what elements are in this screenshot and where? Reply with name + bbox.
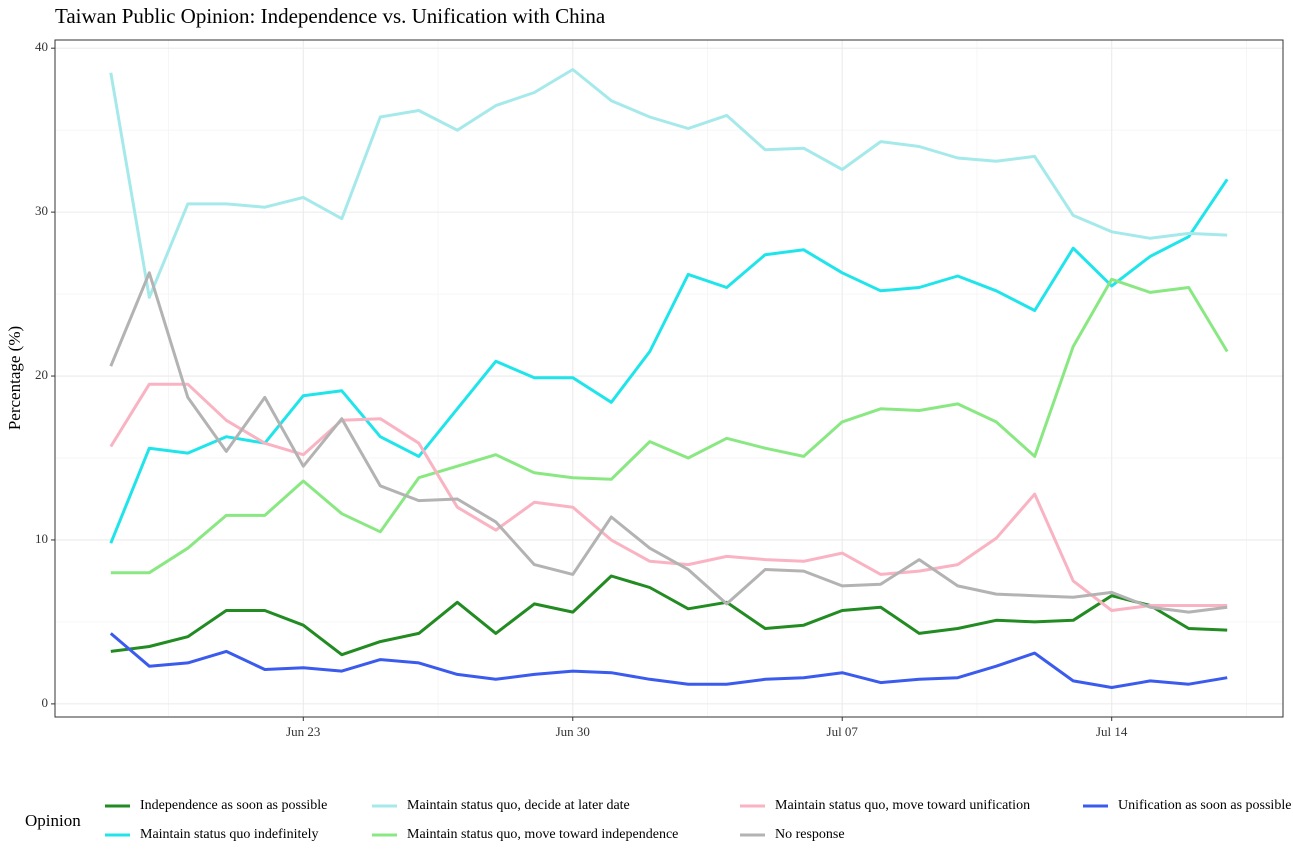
legend-title: Opinion [25, 811, 81, 830]
x-tick-label: Jul 14 [1096, 724, 1128, 739]
legend-label: Maintain status quo indefinitely [140, 827, 318, 842]
legend-label: No response [775, 827, 845, 842]
x-tick-label: Jun 30 [556, 724, 590, 739]
legend-label: Maintain status quo, move toward indepen… [407, 827, 678, 842]
x-tick-label: Jun 23 [286, 724, 320, 739]
y-axis-title: Percentage (%) [5, 326, 24, 430]
series-line [109, 178, 1229, 544]
y-tick-label: 20 [35, 367, 48, 382]
legend-label: Independence as soon as possible [140, 798, 327, 813]
legend-label: Unification as soon as possible [1118, 798, 1291, 813]
y-tick-label: 0 [42, 695, 49, 710]
legend-label: Maintain status quo, move toward unifica… [775, 798, 1030, 813]
series-line [110, 574, 1228, 657]
y-tick-label: 10 [35, 531, 48, 546]
x-tick-label: Jul 07 [827, 724, 859, 739]
legend-label: Maintain status quo, decide at later dat… [407, 798, 630, 813]
series-line [109, 632, 1228, 689]
series-line [110, 277, 1229, 575]
y-tick-label: 30 [35, 203, 48, 218]
series-line [109, 382, 1228, 612]
series-line [109, 68, 1228, 299]
series-line [109, 271, 1228, 614]
y-tick-label: 40 [35, 39, 48, 54]
chart-title: Taiwan Public Opinion: Independence vs. … [55, 4, 606, 28]
plot-frame [54, 39, 1284, 718]
